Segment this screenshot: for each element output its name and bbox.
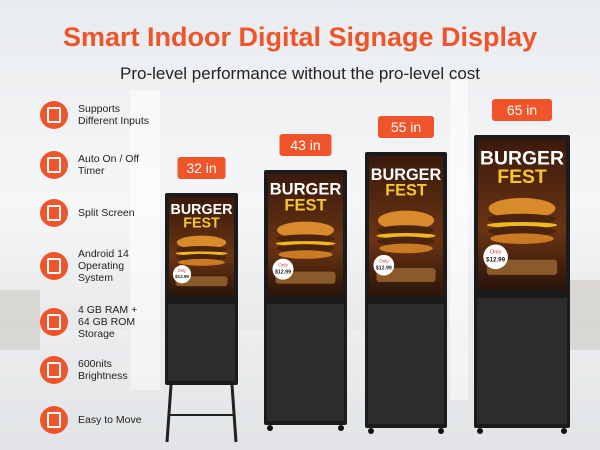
size-label: 65 in (507, 102, 537, 118)
feature: Auto On / Off Timer (40, 151, 150, 179)
burger-patty (176, 246, 227, 253)
feature-icon (40, 356, 68, 384)
size-label: 32 in (186, 160, 216, 176)
feature-label: 4 GB RAM + 64 GB ROM Storage (78, 304, 138, 340)
feature: Split Screen (40, 199, 150, 227)
burger-patty (487, 225, 557, 237)
price-badge (172, 265, 192, 284)
feature: 600nits Brightness (40, 356, 150, 384)
size-badge (177, 157, 226, 179)
subtitle: Pro-level performance without the pro-le… (120, 64, 480, 83)
screen-headline: BURGER (480, 148, 564, 170)
burger-bun (176, 235, 227, 250)
burger-patty (377, 225, 435, 236)
price: $12.99 (376, 265, 392, 271)
burger-patty (377, 236, 435, 247)
burger-bun (379, 243, 433, 254)
feature-label: Split Screen (78, 207, 135, 219)
screen-subhead: FEST (284, 196, 326, 214)
screen-subhead: FEST (497, 166, 547, 188)
feature-icon (40, 151, 68, 179)
wheel (267, 425, 273, 431)
price-prefix: Only (490, 250, 502, 256)
feature-icon (40, 406, 68, 434)
body-sheen (168, 304, 235, 381)
price-badge (272, 258, 294, 280)
burger-bun (178, 258, 225, 266)
size-badge (378, 116, 434, 138)
burger-bun (490, 233, 554, 244)
burger-bun (377, 210, 435, 231)
wheel (368, 428, 374, 434)
feature-icon (40, 308, 68, 336)
stand-leg (230, 384, 238, 443)
feature-icon (40, 199, 68, 227)
feature-icon (40, 252, 68, 280)
price: $12.99 (175, 274, 189, 279)
feature: 4 GB RAM + 64 GB ROM Storage (40, 304, 150, 340)
burger-patty (176, 253, 227, 261)
screen-subhead: FEST (183, 215, 220, 231)
feature-label: Easy to Move (78, 414, 142, 426)
burger-bun (278, 250, 333, 259)
body-sheen (267, 304, 344, 421)
screen-headline: BURGER (371, 166, 442, 184)
body-sheen (368, 304, 444, 424)
size-badge (279, 134, 332, 156)
screen-subhead: FEST (385, 181, 427, 199)
price-badge (483, 244, 508, 270)
burger-patty (276, 244, 335, 253)
price-badge (373, 254, 395, 276)
size-label: 43 in (290, 137, 320, 153)
burger-patty (276, 234, 335, 243)
size-badge (492, 99, 552, 121)
burger-patty (487, 213, 557, 225)
price: $12.99 (275, 269, 291, 275)
screen-headline: BURGER (270, 181, 342, 199)
wheel (477, 428, 483, 434)
burger-bun (488, 197, 556, 220)
feature: Android 14 Operating System (40, 248, 150, 284)
price-prefix: Only (178, 268, 187, 273)
feature-icon (40, 101, 68, 129)
wheel (338, 425, 344, 431)
feature-label: 600nits Brightness (78, 358, 128, 382)
feature-label: Supports Different Inputs (78, 103, 150, 127)
body-sheen (477, 298, 567, 424)
price-prefix: Only (379, 259, 389, 264)
stand-leg (165, 384, 173, 443)
price: $12.99 (486, 257, 505, 264)
burger-bun (277, 221, 334, 239)
price-prefix: Only (278, 263, 288, 269)
wheel (438, 428, 444, 434)
wheel (561, 428, 567, 434)
feature-label: Auto On / Off Timer (78, 153, 140, 177)
feature: Easy to Move (40, 406, 150, 434)
feature: Supports Different Inputs (40, 101, 150, 129)
title: Smart Indoor Digital Signage Display (62, 22, 538, 52)
feature-label: Android 14 Operating System (78, 248, 129, 284)
size-label: 55 in (391, 119, 421, 135)
screen-headline: BURGER (171, 202, 234, 218)
